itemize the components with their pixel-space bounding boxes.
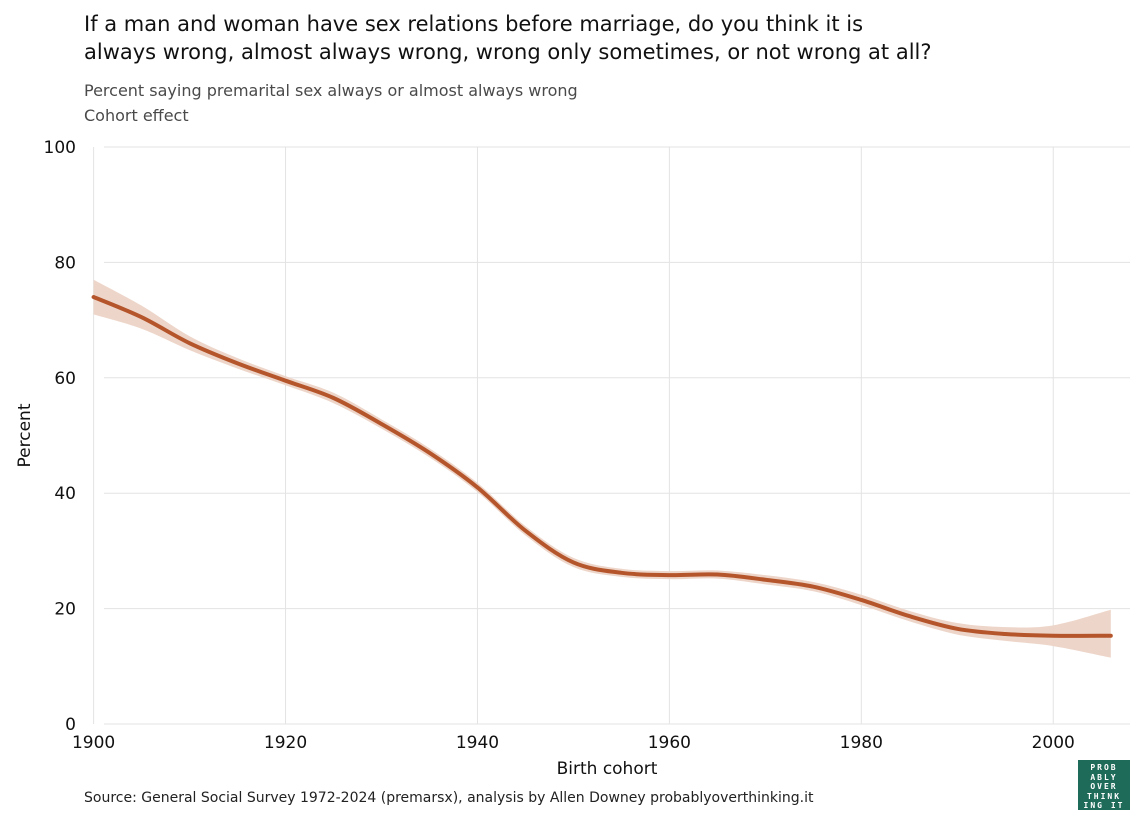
x-tick-label: 1960 [648,733,691,753]
x-tick-label: 2000 [1032,733,1075,753]
y-tick-label: 80 [54,253,76,273]
y-tick-label: 0 [65,715,76,735]
logo-line: PROB [1090,763,1118,772]
x-tick-label: 1900 [72,733,115,753]
y-tick-label: 20 [54,600,76,620]
source-note: Source: General Social Survey 1972-2024 … [84,790,814,806]
x-axis-label: Birth cohort [557,759,658,779]
y-tick-label: 40 [54,484,76,504]
grid-lines [93,146,1130,725]
y-tick-label: 60 [54,369,76,389]
chart-title: If a man and woman have sex relations be… [84,12,932,64]
logo-line: OVER [1090,782,1118,791]
axis-ticks: 0 20 40 60 80 100 1900 1920 1940 1960 1980 2000 [44,138,1075,753]
confidence-band [93,279,1111,658]
logo-line: ING IT [1083,801,1125,810]
x-tick-label: 1940 [456,733,499,753]
series-line [91,295,1113,638]
chart-subtitle-effect: Cohort effect [84,106,189,125]
logo-line: ABLY [1090,772,1118,782]
x-tick-label: 1980 [840,733,883,753]
logo: PROB ABLY OVER THINK ING IT [1078,760,1130,810]
x-tick-label: 1920 [264,733,307,753]
y-tick-label: 100 [44,138,76,158]
chart-subtitle: Percent saying premarital sex always or … [84,81,578,100]
y-axis-label: Percent [15,403,35,467]
logo-line: THINK [1086,791,1122,801]
